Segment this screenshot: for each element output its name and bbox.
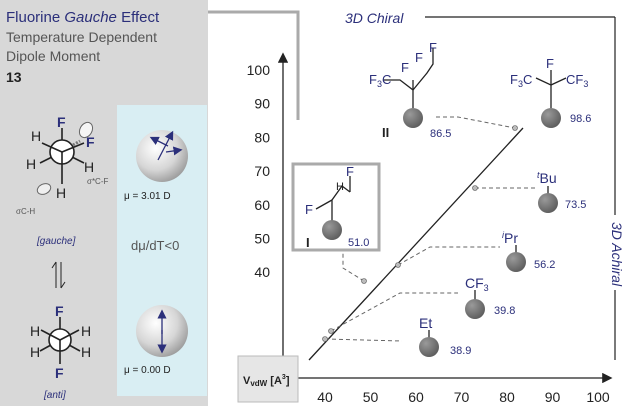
compound-number: 13 [6, 69, 22, 85]
orbital-lobe [78, 121, 94, 139]
panel-title: Fluorine Gauche Effect [6, 9, 160, 26]
ipr-value: 56.2 [534, 259, 555, 271]
x-tick-label: 100 [586, 389, 610, 405]
attachment-ball [506, 252, 526, 272]
atom-h: H [81, 344, 91, 360]
ipr-label: iPr [502, 230, 518, 246]
x-tick-label: 90 [545, 389, 561, 405]
et-value: 38.9 [450, 345, 471, 357]
cf3-label: CF3 [465, 275, 489, 293]
atom-h: H [30, 323, 40, 339]
x-tick-label: 40 [317, 389, 333, 405]
attachment-ball [322, 220, 342, 240]
tbu-label: tBu [537, 170, 557, 186]
y-tick-label: 70 [254, 163, 270, 179]
diagonal-line [308, 127, 524, 361]
attachment-ball [465, 299, 485, 319]
y-tick-label: 60 [254, 197, 270, 213]
mu-anti-value: μ = 0.00 D [124, 365, 171, 376]
atom-f: F [55, 365, 64, 381]
axes [277, 52, 613, 384]
sigma-ch-label: σC-H [16, 207, 35, 216]
panel-subtitle-1: Temperature Dependent [6, 29, 157, 45]
substituent-ii: F3C F F F II 86.5 [369, 40, 451, 140]
achiral-label: 3D Achiral [609, 222, 623, 287]
atom-f: F [305, 202, 313, 217]
frame-lines [208, 10, 616, 360]
sigma-star-cf-label: σ*C-F [87, 177, 108, 186]
attachment-ball [541, 108, 561, 128]
dipole-sphere-gauche [136, 130, 188, 182]
atom-f: F [57, 114, 66, 130]
cf3-value: 39.8 [494, 305, 515, 317]
atom-f: F [429, 40, 437, 55]
anti-label: [anti] [43, 390, 66, 401]
substituent-i-label: I [306, 235, 310, 250]
substituent-et: Et 38.9 [419, 315, 471, 357]
atom-h: H [31, 128, 41, 144]
x-tick-label: 60 [408, 389, 424, 405]
dipole-sphere-anti [136, 305, 188, 357]
x-tick-labels: 40 50 60 70 80 90 100 [317, 389, 610, 405]
substituent-ipr: iPr 56.2 [502, 230, 555, 272]
cf3-group: CF3 [566, 72, 588, 89]
axis-label: VvdW [A3] [243, 374, 290, 388]
gauche-newman-projection: F H H H H F σ*C-F σC-H [16, 114, 108, 216]
substituent-i: F H F I 51.0 [291, 162, 381, 252]
x-tick-label: 50 [363, 389, 379, 405]
attachment-ball [538, 193, 558, 213]
y-tick-label: 50 [254, 231, 270, 247]
atom-f: F [346, 164, 354, 179]
attachment-ball [419, 337, 439, 357]
atom-f: F [546, 56, 554, 71]
y-tick-labels: 40 50 60 70 80 90 100 [247, 62, 271, 280]
atom-f: F [86, 134, 95, 150]
substituent-ii-label: II [382, 125, 389, 140]
x-tick-label: 80 [499, 389, 515, 405]
substituent-cf3: CF3 39.8 [465, 275, 515, 319]
y-tick-label: 100 [247, 62, 271, 78]
cf3-group: F3C [510, 72, 532, 89]
axis-label-box: VvdW [A3] [237, 355, 299, 403]
y-tick-label: 40 [254, 264, 270, 280]
panel-subtitle-2: Dipole Moment [6, 48, 100, 64]
cf3-group: F3C [369, 72, 391, 89]
orbital-lobe [36, 183, 52, 195]
tbu-value: 73.5 [565, 199, 586, 211]
atom-h: H [336, 181, 344, 193]
dmu-dt-label: dμ/dT<0 [131, 238, 179, 253]
atom-f: F [415, 50, 423, 65]
substituent-ii-value: 86.5 [430, 128, 451, 140]
chiral-label: 3D Chiral [345, 10, 404, 26]
attachment-ball [403, 108, 423, 128]
gauche-label: [gauche] [36, 236, 76, 247]
atom-f: F [401, 60, 409, 75]
hexafluoro-value: 98.6 [570, 113, 591, 125]
y-tick-label: 90 [254, 96, 270, 112]
substituent-tbu: tBu 73.5 [537, 170, 586, 213]
mu-gauche-value: μ = 3.01 D [124, 191, 171, 202]
atom-h: H [26, 156, 36, 172]
atom-h: H [84, 159, 94, 175]
y-tick-label: 80 [254, 129, 270, 145]
data-dots [322, 125, 518, 342]
anti-newman-projection: F H H H H F [30, 303, 91, 381]
sphere [136, 130, 188, 182]
dashed-connectors [324, 116, 535, 342]
substituent-i-box [291, 162, 381, 252]
atom-h: H [81, 323, 91, 339]
left-panel: Fluorine Gauche Effect Temperature Depen… [0, 0, 208, 406]
atom-h: H [30, 344, 40, 360]
x-tick-label: 70 [454, 389, 470, 405]
atom-h: H [56, 185, 66, 201]
substituent-i-value: 51.0 [348, 237, 369, 249]
substituent-hexafluoro: F3C F CF3 98.6 [510, 56, 591, 128]
equilibrium-arrows [51, 261, 66, 289]
atom-f: F [55, 303, 64, 319]
et-label: Et [419, 315, 432, 331]
